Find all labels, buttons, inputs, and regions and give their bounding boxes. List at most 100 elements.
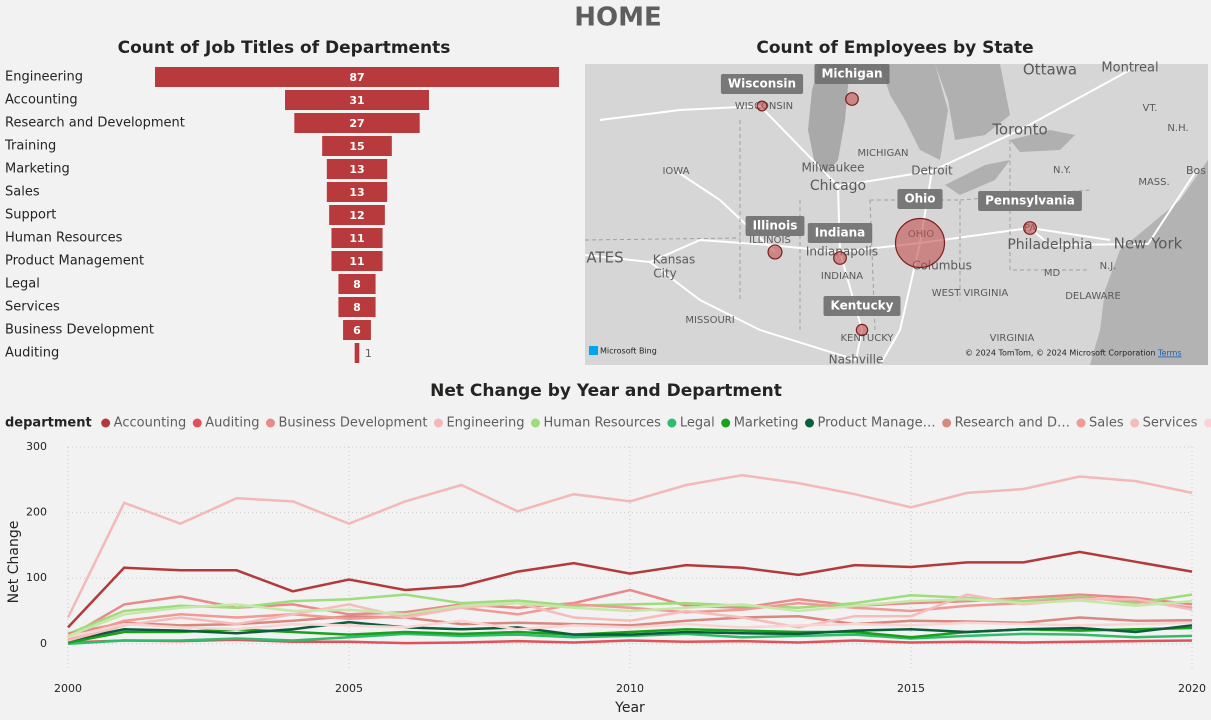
series-line: [67, 614, 1193, 636]
value-label: 6: [353, 324, 361, 337]
lake: [935, 64, 1010, 140]
x-tick-label: 2005: [335, 682, 363, 695]
legend-title: department: [5, 416, 92, 431]
lake: [880, 64, 948, 160]
x-tick-label: 2000: [54, 682, 82, 695]
map-label: MICHIGAN: [857, 148, 908, 159]
map-label: MASS.: [1138, 177, 1169, 188]
map-logo: Microsoft Bing: [600, 347, 657, 356]
series-line: [67, 550, 1193, 629]
logo-mark: [589, 346, 598, 355]
legend-marker: [101, 418, 111, 428]
x-tick-label: 2010: [616, 682, 644, 695]
funnel-bar: [338, 297, 376, 317]
bubble-label-box: [745, 216, 805, 236]
bubble-label: Wisconsin: [728, 77, 796, 91]
funnel-bar: [329, 205, 385, 225]
state-bubble: [767, 244, 783, 260]
map-label: Toronto: [991, 121, 1047, 139]
funnel-bar: [294, 113, 420, 133]
legend-label: Accounting: [114, 416, 187, 431]
map-label: MISSOURI: [685, 315, 734, 326]
road: [649, 261, 857, 361]
bubble-label: Pennsylvania: [985, 194, 1075, 208]
value-label: 13: [349, 163, 364, 176]
road: [837, 185, 864, 361]
x-tick-label: 2020: [1178, 682, 1206, 695]
legend-label: Auditing: [205, 416, 259, 431]
value-label: 12: [349, 209, 364, 222]
map-label: Milwaukee: [801, 161, 864, 175]
legend-label: Research and D…: [955, 416, 1070, 431]
map-label: N.H.: [1167, 123, 1188, 134]
category-label: Marketing: [5, 162, 70, 177]
map-label: Ottawa: [1023, 61, 1077, 79]
y-tick-label: 0: [40, 637, 47, 650]
chart-title: Count of Job Titles of Departments: [118, 38, 451, 58]
marks: Engineering 87 Accounting 31 Research and De…: [4, 64, 1211, 716]
funnel-bar: [285, 90, 429, 110]
legend-label: Services: [1143, 416, 1198, 431]
road: [1029, 170, 1197, 247]
map-label: City: [653, 267, 677, 281]
map-label: Montreal: [1101, 61, 1158, 76]
borders: [584, 120, 1091, 331]
map-label: ATES: [586, 249, 623, 267]
state-bubble: [845, 92, 859, 106]
legend-label: Engineering: [446, 416, 524, 431]
map-label: Kansas: [653, 253, 695, 267]
value-label: 11: [349, 255, 364, 268]
value-label: 1: [365, 347, 372, 360]
category-label: Accounting: [5, 93, 78, 108]
road: [584, 226, 1111, 264]
legend-label: Legal: [680, 416, 715, 431]
lake: [1010, 130, 1075, 152]
state-bubble: [894, 217, 946, 269]
legend-label: Business Development: [278, 416, 427, 431]
funnel-bar: [331, 228, 383, 248]
map-attribution: © 2024 TomTom, © 2024 Microsoft Corporat…: [965, 349, 1156, 358]
bubble-label-box: [978, 191, 1082, 211]
state-bubble: [756, 100, 768, 112]
funnel-bar: [331, 251, 383, 271]
legend-marker: [942, 418, 952, 428]
map-label: Bos: [1186, 164, 1206, 177]
funnel-bar: [338, 274, 376, 294]
value-label: 15: [349, 140, 364, 153]
legend-marker: [1076, 418, 1086, 428]
map-label: N.J.: [1100, 261, 1117, 272]
x-axis-label: Year: [614, 700, 645, 716]
y-tick-label: 100: [26, 571, 47, 584]
map-label: Chicago: [810, 178, 866, 194]
map: Ottawa Montreal Toronto MICHIGAN Milwaukee Ch…: [584, 61, 1208, 367]
funnel-bar: [155, 67, 559, 87]
bubble-label: Indiana: [815, 226, 865, 240]
bubble-label: Michigan: [821, 67, 882, 81]
state-bubble: [855, 323, 869, 337]
legend-marker: [192, 418, 202, 428]
funnel-bar: [354, 343, 360, 363]
x-tick-label: 2015: [897, 682, 925, 695]
state-bubble: [833, 251, 847, 265]
state-bubble: [1023, 221, 1037, 235]
map-label: IOWA: [662, 166, 689, 177]
category-label: Business Development: [5, 323, 154, 338]
map-label: N.Y.: [1053, 165, 1071, 176]
series-line: [67, 620, 1193, 642]
bubble-label-box: [897, 189, 943, 209]
map-label: DELAWARE: [1065, 291, 1121, 302]
bubble-label-box: [720, 74, 804, 94]
bubble-label-box: [823, 296, 901, 316]
value-label: 87: [349, 71, 364, 84]
category-label: Legal: [5, 277, 40, 292]
category-label: Research and Development: [5, 116, 185, 131]
map-label: Nashville: [829, 353, 884, 367]
lake: [945, 160, 1010, 195]
value-label: 13: [349, 186, 364, 199]
legend-marker: [265, 418, 275, 428]
map-label: WEST VIRGINIA: [932, 288, 1009, 299]
value-label: 8: [353, 278, 361, 291]
category-label: Product Management: [5, 254, 144, 269]
